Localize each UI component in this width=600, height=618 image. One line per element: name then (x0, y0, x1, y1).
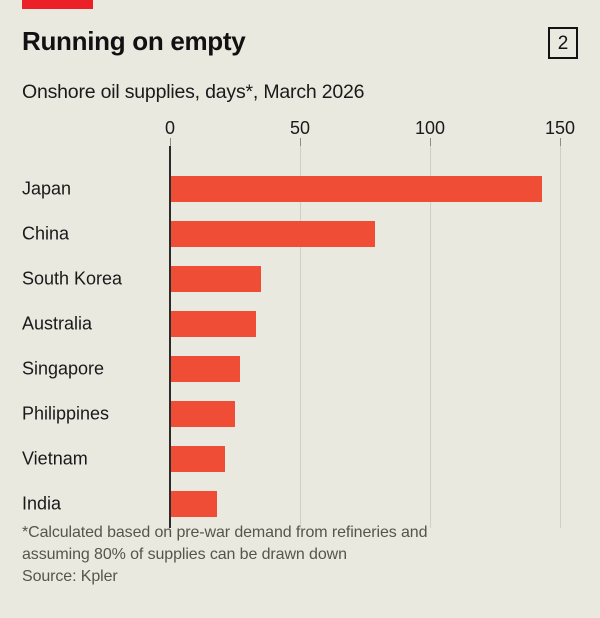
bar-japan (170, 175, 542, 202)
bar-singapore (170, 355, 241, 382)
bar-row: Philippines (0, 391, 600, 436)
x-axis-tick-label: 0 (164, 118, 176, 138)
tick-mark-50 (300, 138, 301, 146)
bar-india (170, 490, 217, 517)
category-label-south-korea: South Korea (22, 268, 123, 288)
bar-south-korea (170, 265, 261, 292)
category-label-philippines: Philippines (22, 403, 110, 423)
category-label-vietnam: Vietnam (22, 448, 88, 468)
footnote-line-1: *Calculated based on pre-war demand from… (22, 524, 428, 541)
zero-axis-line (169, 146, 171, 528)
bar-china (170, 220, 376, 247)
bar-row: India (0, 481, 600, 526)
axis-gridlines: 0 50 100 150 (0, 118, 600, 528)
gridline-100 (430, 146, 431, 528)
category-label-australia: Australia (22, 313, 93, 333)
source-label: Source: Kpler (22, 568, 118, 585)
bar-philippines (170, 400, 235, 427)
tick-mark-100 (430, 138, 431, 146)
bar-row: Japan (0, 166, 600, 211)
page-title: Running on empty (22, 26, 246, 56)
gridline-150 (560, 146, 561, 528)
bar-australia (170, 310, 256, 337)
footnote-line-2: assuming 80% of supplies can be drawn do… (22, 546, 347, 563)
x-axis-tick-label: 100 (414, 118, 446, 138)
bar-row: South Korea (0, 256, 600, 301)
panel-number-badge: 2 (548, 27, 578, 59)
tick-mark-150 (560, 138, 561, 146)
bar-row: China (0, 211, 600, 256)
brand-accent-tab (22, 0, 93, 9)
plot-area: 0 50 100 150 Japan China South Korea Australia… (0, 118, 600, 528)
bar-series: Japan China South Korea Australia Singapore P… (0, 120, 600, 517)
category-label-china: China (22, 223, 70, 243)
category-label-japan: Japan (22, 178, 72, 198)
category-label-singapore: Singapore (22, 358, 105, 378)
footnotes: *Calculated based on pre-war demand from… (22, 522, 582, 588)
tick-mark-0 (170, 138, 171, 146)
bar-row: Singapore (0, 346, 600, 391)
category-label-india: India (22, 493, 62, 513)
gridline-50 (300, 146, 301, 528)
chart-subtitle: Onshore oil supplies, days*, March 2026 (22, 81, 365, 103)
x-axis-tick-label: 150 (544, 118, 576, 138)
bar-row: Australia (0, 301, 600, 346)
x-axis-tick-label: 50 (289, 118, 311, 138)
bar-vietnam (170, 445, 225, 472)
bar-row: Vietnam (0, 436, 600, 481)
panel-number-label: 2 (557, 32, 569, 54)
